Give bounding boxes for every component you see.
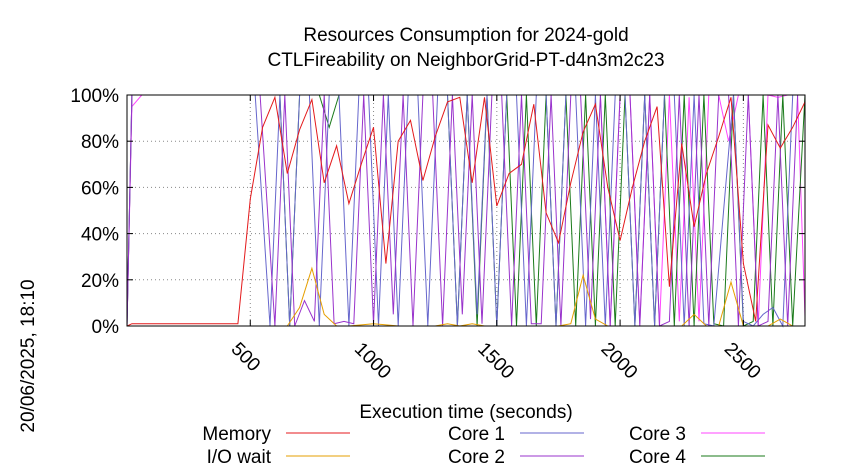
legend-label-i-o-wait: I/O wait bbox=[207, 447, 272, 468]
x-tick-label: 2500 bbox=[720, 339, 765, 384]
chart-title-line1: Resources Consumption for 2024-gold bbox=[303, 25, 628, 46]
x-tick-label: 2000 bbox=[597, 339, 642, 384]
y-tick-label: 100% bbox=[70, 86, 119, 107]
legend-label-core-2: Core 2 bbox=[448, 447, 505, 468]
y-tick-label: 60% bbox=[81, 178, 119, 199]
legend-label-core-4: Core 4 bbox=[629, 447, 686, 468]
chart-title-line2: CTLFireability on NeighborGrid-PT-d4n3m2… bbox=[267, 50, 664, 71]
timestamp-label: 20/06/2025, 18:10 bbox=[18, 279, 39, 432]
y-tick-label: 80% bbox=[81, 132, 119, 153]
legend-label-core-1: Core 1 bbox=[448, 424, 505, 445]
legend-label-memory: Memory bbox=[202, 424, 271, 445]
plot-frame bbox=[126, 94, 806, 327]
x-axis-label: Execution time (seconds) bbox=[359, 402, 572, 423]
plot-area bbox=[126, 94, 806, 328]
y-tick-label: 20% bbox=[81, 271, 119, 292]
y-tick-label: 40% bbox=[81, 225, 119, 246]
x-tick-label: 500 bbox=[227, 339, 264, 376]
series-line-memory bbox=[126, 95, 806, 327]
series-layer bbox=[126, 94, 806, 328]
x-tick-label: 1500 bbox=[473, 339, 518, 384]
y-tick-label: 0% bbox=[92, 317, 120, 338]
x-tick-label: 1000 bbox=[350, 339, 395, 384]
axis-ticks bbox=[127, 94, 805, 327]
legend-label-core-3: Core 3 bbox=[629, 424, 686, 445]
